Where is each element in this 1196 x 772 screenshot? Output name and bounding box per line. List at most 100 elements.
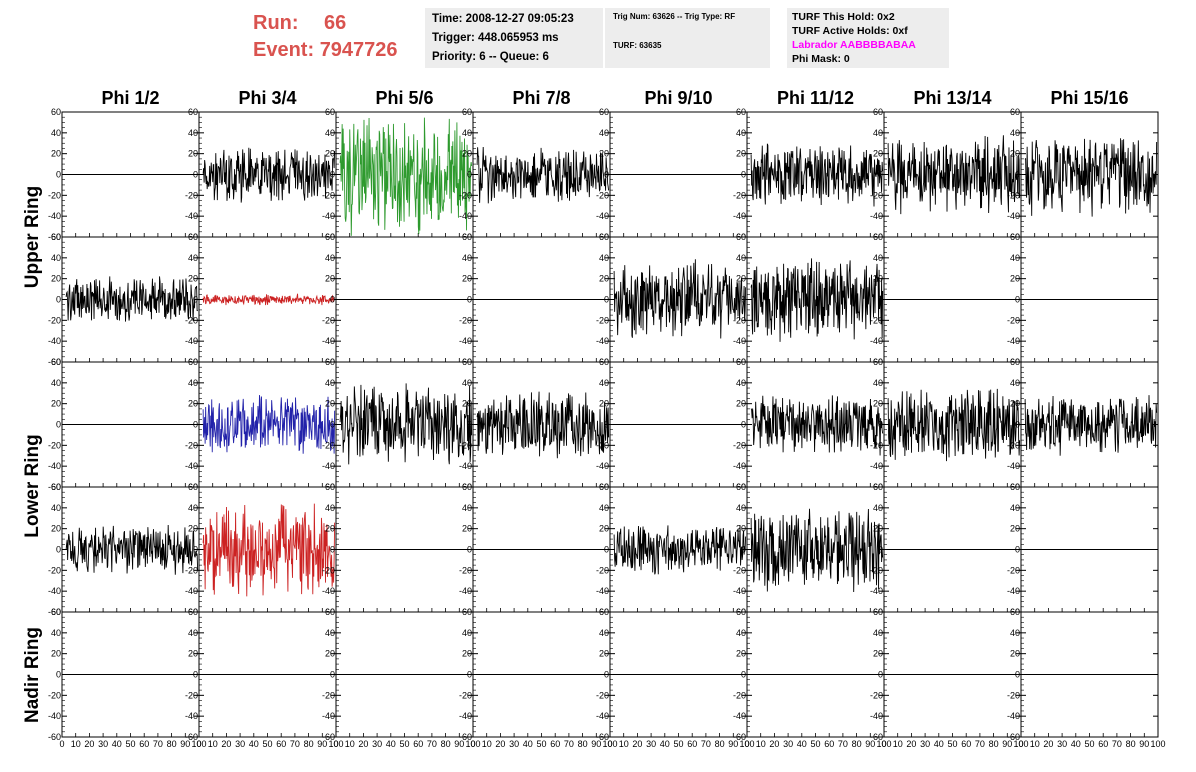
- x-tick-label: 70: [427, 739, 437, 749]
- y-tick-label: 60: [188, 607, 198, 617]
- col-header-phi-11-12: Phi 11/12: [776, 88, 855, 108]
- y-tick-label: 40: [462, 378, 472, 388]
- y-tick-label: 60: [188, 107, 198, 117]
- y-tick-label: 60: [462, 232, 472, 242]
- x-tick-label: 100: [1013, 739, 1028, 749]
- y-tick-label: 60: [1010, 232, 1020, 242]
- waveform-trace: [613, 259, 747, 339]
- y-tick-label: -60: [1007, 732, 1020, 742]
- y-tick-label: -20: [322, 690, 335, 700]
- y-tick-label: -20: [596, 690, 609, 700]
- run-label: Run:: [253, 12, 299, 34]
- x-tick-label: 50: [399, 739, 409, 749]
- x-tick-label: 90: [865, 739, 875, 749]
- y-tick-label: 0: [1015, 670, 1020, 680]
- y-tick-label: 20: [1010, 399, 1020, 409]
- y-tick-label: 20: [51, 649, 61, 659]
- y-tick-label: -40: [733, 586, 746, 596]
- y-tick-label: 40: [188, 378, 198, 388]
- x-tick-label: 30: [920, 739, 930, 749]
- y-tick-label: 20: [462, 274, 472, 284]
- y-tick-label: 0: [604, 420, 609, 430]
- x-tick-label: 10: [756, 739, 766, 749]
- y-tick-label: -60: [48, 232, 61, 242]
- x-tick-label: 10: [208, 739, 218, 749]
- x-tick-label: 60: [687, 739, 697, 749]
- y-tick-label: 60: [51, 482, 61, 492]
- y-tick-label: 20: [873, 399, 883, 409]
- x-tick-label: 80: [441, 739, 451, 749]
- y-tick-label: 40: [325, 128, 335, 138]
- y-tick-label: 60: [51, 232, 61, 242]
- y-tick-label: 40: [599, 503, 609, 513]
- panel-frame-r2-c2: [335, 361, 474, 488]
- y-tick-label: 0: [878, 295, 883, 305]
- y-tick-label: -20: [48, 690, 61, 700]
- x-tick-label: 0: [196, 739, 201, 749]
- x-tick-label: 90: [591, 739, 601, 749]
- y-tick-label: -40: [870, 586, 883, 596]
- y-tick-label: 0: [330, 420, 335, 430]
- y-tick-label: 0: [1015, 295, 1020, 305]
- y-tick-label: 20: [462, 649, 472, 659]
- y-tick-label: 40: [1010, 628, 1020, 638]
- y-tick-label: -40: [733, 711, 746, 721]
- y-tick-label: 0: [878, 545, 883, 555]
- y-tick-label: -40: [322, 586, 335, 596]
- y-tick-label: 0: [741, 670, 746, 680]
- y-tick-label: -40: [459, 711, 472, 721]
- x-tick-label: 70: [975, 739, 985, 749]
- y-tick-label: 0: [604, 670, 609, 680]
- x-tick-label: 80: [167, 739, 177, 749]
- y-tick-label: -20: [322, 440, 335, 450]
- y-tick-label: -20: [185, 315, 198, 325]
- x-tick-label: 50: [536, 739, 546, 749]
- y-tick-label: 20: [1010, 649, 1020, 659]
- y-tick-label: -60: [870, 732, 883, 742]
- y-tick-label: -40: [459, 211, 472, 221]
- x-tick-label: 10: [893, 739, 903, 749]
- y-tick-label: 40: [873, 378, 883, 388]
- x-tick-label: 30: [783, 739, 793, 749]
- time-text: Time: 2008-12-27 09:05:23: [432, 13, 574, 25]
- waveform-trace: [202, 395, 336, 454]
- run-value: 66: [324, 12, 347, 34]
- x-tick-label: 0: [881, 739, 886, 749]
- y-tick-label: 0: [604, 170, 609, 180]
- x-tick-label: 20: [1043, 739, 1053, 749]
- y-tick-label: 0: [330, 670, 335, 680]
- y-tick-label: 20: [325, 149, 335, 159]
- y-tick-label: -20: [1007, 315, 1020, 325]
- y-tick-label: -40: [185, 711, 198, 721]
- y-tick-label: 60: [188, 482, 198, 492]
- x-tick-label: 30: [98, 739, 108, 749]
- y-tick-label: 20: [599, 649, 609, 659]
- y-tick-label: 60: [462, 607, 472, 617]
- x-tick-label: 90: [180, 739, 190, 749]
- y-tick-label: 60: [736, 482, 746, 492]
- y-tick-label: 40: [873, 628, 883, 638]
- y-tick-label: 40: [325, 628, 335, 638]
- y-tick-label: -60: [733, 732, 746, 742]
- y-tick-label: 20: [1010, 149, 1020, 159]
- col-header-phi-7-8: Phi 7/8: [512, 88, 571, 108]
- y-tick-label: -20: [596, 190, 609, 200]
- y-tick-label: -20: [733, 315, 746, 325]
- waveform-trace: [339, 117, 473, 236]
- y-tick-label: 40: [736, 503, 746, 513]
- y-tick-label: 20: [1010, 274, 1020, 284]
- y-tick-label: 40: [51, 253, 61, 263]
- y-tick-label: 0: [56, 545, 61, 555]
- x-tick-label: 20: [906, 739, 916, 749]
- x-tick-label: 50: [947, 739, 957, 749]
- y-tick-label: 20: [873, 649, 883, 659]
- y-tick-label: -40: [48, 586, 61, 596]
- y-tick-label: 0: [604, 295, 609, 305]
- y-tick-label: 40: [736, 378, 746, 388]
- y-tick-label: 20: [188, 649, 198, 659]
- x-tick-label: 70: [701, 739, 711, 749]
- y-tick-label: 40: [1010, 128, 1020, 138]
- y-tick-label: -40: [1007, 711, 1020, 721]
- y-tick-label: 40: [51, 503, 61, 513]
